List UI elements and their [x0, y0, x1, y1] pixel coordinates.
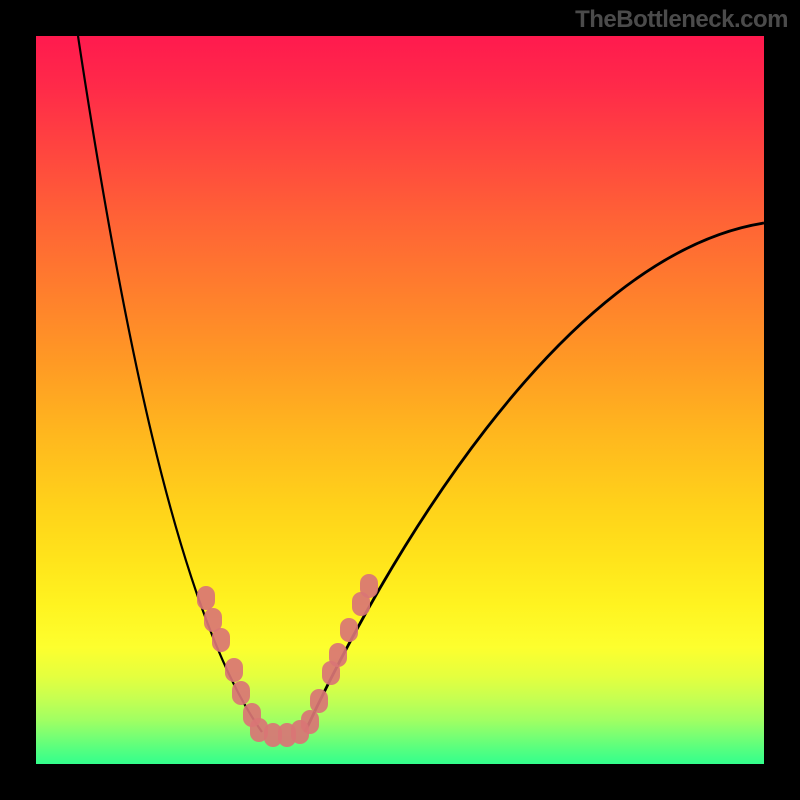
bottleneck-chart [0, 0, 800, 800]
marker-point [310, 689, 328, 713]
marker-point [329, 643, 347, 667]
marker-point [340, 618, 358, 642]
marker-point [197, 586, 215, 610]
watermark-text: TheBottleneck.com [575, 6, 788, 34]
marker-point [360, 574, 378, 598]
marker-point [232, 681, 250, 705]
marker-point [225, 658, 243, 682]
marker-point [301, 710, 319, 734]
plot-background [36, 36, 764, 764]
marker-point [212, 628, 230, 652]
chart-frame: { "meta": { "width": 800, "height": 800,… [0, 0, 800, 800]
